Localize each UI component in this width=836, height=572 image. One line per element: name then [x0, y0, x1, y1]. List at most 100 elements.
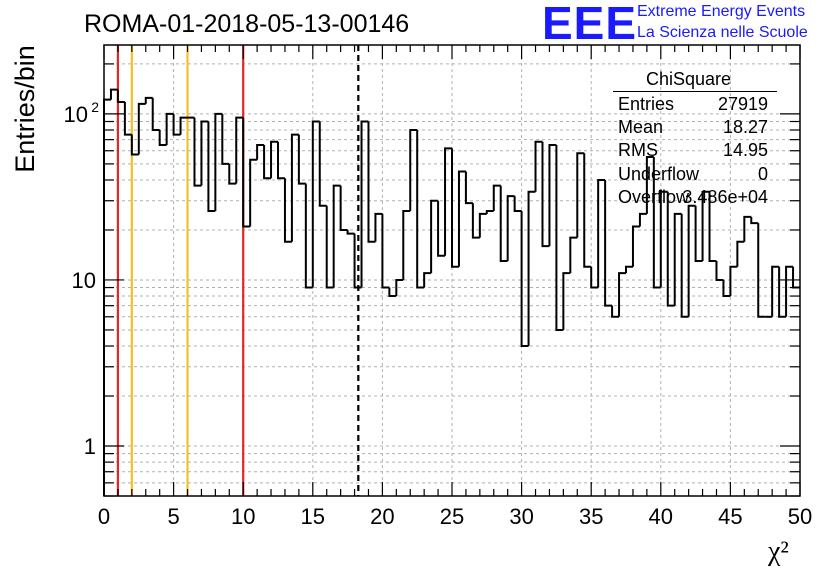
histogram-bin [318, 121, 327, 207]
histogram-bin [771, 265, 780, 317]
histogram-bin [200, 120, 209, 186]
histogram-bin [221, 113, 230, 165]
histogram-bin [638, 212, 647, 227]
stats-mean-label: Mean [618, 117, 664, 137]
logo-subtitle-1: Extreme Energy Events [637, 3, 806, 20]
stats-entries-value: 27919 [717, 94, 768, 114]
x-tick-label: 35 [579, 504, 603, 529]
histogram-bin [457, 170, 466, 267]
histogram-bin [701, 190, 710, 262]
stats-underflow-value: 0 [757, 164, 768, 184]
histogram-bin [304, 183, 313, 289]
histogram-bin [729, 265, 738, 297]
histogram-bin [367, 121, 376, 243]
histogram-bin [569, 236, 578, 274]
histogram-bin [256, 143, 265, 160]
reference-lines [116, 45, 360, 496]
histogram-bin [444, 147, 452, 256]
histogram-bin [583, 153, 592, 268]
stats-overflow-value: 3.486e+04 [682, 187, 768, 207]
histogram-bin [346, 229, 355, 235]
x-tick-label: 5 [167, 504, 179, 529]
x-axis-label: χ² [768, 536, 789, 567]
histogram-bin [402, 210, 411, 280]
histogram-bin [311, 120, 320, 288]
histogram-bin [395, 278, 404, 297]
histogram-bin [228, 163, 237, 185]
histogram-bin [179, 116, 188, 135]
histogram-bin [576, 152, 585, 238]
grid [104, 45, 800, 496]
histogram-bin [694, 205, 703, 263]
histogram-bin [778, 266, 787, 318]
histogram-bin [409, 129, 418, 212]
histogram-bin [214, 112, 223, 212]
y-tick-label: 10 [64, 102, 88, 127]
x-tick-label: 0 [98, 504, 110, 529]
x-tick-label: 50 [788, 504, 812, 529]
y-tick-label: 10 [72, 268, 96, 293]
histogram-bin [534, 140, 543, 192]
histogram-bin [123, 101, 132, 136]
histogram-bin [471, 203, 480, 239]
stats-rms-label: RMS [618, 140, 658, 160]
x-tick-label: 15 [301, 504, 325, 529]
y-axis-label: Entries/bin [10, 45, 40, 173]
x-tick-label: 40 [649, 504, 673, 529]
histogram-bin [130, 134, 139, 156]
histogram-bin [478, 212, 487, 238]
histogram-bin [652, 157, 661, 289]
histogram-bin [597, 178, 606, 288]
histogram-bin [792, 266, 800, 289]
histogram-bin [687, 204, 696, 317]
x-tick-label: 20 [370, 504, 394, 529]
histogram-bin [618, 272, 626, 317]
histogram-bin [144, 96, 153, 104]
histogram-bin [151, 97, 160, 131]
histogram-bin [416, 130, 425, 289]
histogram-bin [109, 88, 118, 100]
histogram-bin [207, 121, 216, 213]
stats-mean-value: 18.27 [722, 117, 768, 137]
stats-underflow-label: Underflow [618, 164, 700, 184]
histogram-bin [137, 102, 146, 155]
histogram-bin [555, 144, 564, 331]
histogram-bin [423, 272, 432, 288]
histogram-bin [103, 98, 111, 496]
histogram-bin [235, 116, 244, 184]
histogram-bin [290, 133, 299, 242]
x-tick-label: 30 [509, 504, 533, 529]
histogram-bin [172, 113, 181, 136]
histogram-bin [513, 196, 522, 213]
histogram-bin [631, 225, 640, 267]
histogram-bin [430, 199, 439, 274]
histogram-bin [736, 240, 745, 267]
histogram-bin [388, 287, 397, 298]
y-tick-label-exponent: 2 [91, 99, 99, 115]
histogram-bin [757, 223, 766, 318]
histogram-bin [193, 117, 202, 187]
histogram-bin [242, 117, 251, 228]
histogram-bin [464, 171, 473, 205]
histogram-bin [527, 190, 536, 347]
histogram-bin [381, 213, 390, 289]
x-tick-label: 25 [440, 504, 464, 529]
histogram-bin [548, 143, 557, 247]
histogram-bin [374, 212, 383, 242]
y-tick-label: 1 [84, 434, 96, 459]
histogram-bin [451, 148, 459, 268]
histogram-bin [673, 212, 682, 306]
histogram-bin [499, 185, 508, 263]
histogram-bin [270, 140, 278, 179]
histogram-bin [785, 265, 794, 317]
histogram-bin [297, 134, 306, 185]
histogram-bin [437, 200, 446, 257]
histogram-bin [562, 272, 571, 330]
stats-title: ChiSquare [646, 69, 732, 89]
stats-entries-label: Entries [618, 94, 675, 114]
histogram-bin [625, 265, 633, 274]
histogram-bin [339, 185, 348, 231]
histogram-bin [611, 305, 620, 318]
stats-divider [613, 91, 777, 92]
histogram-bin [116, 89, 125, 103]
